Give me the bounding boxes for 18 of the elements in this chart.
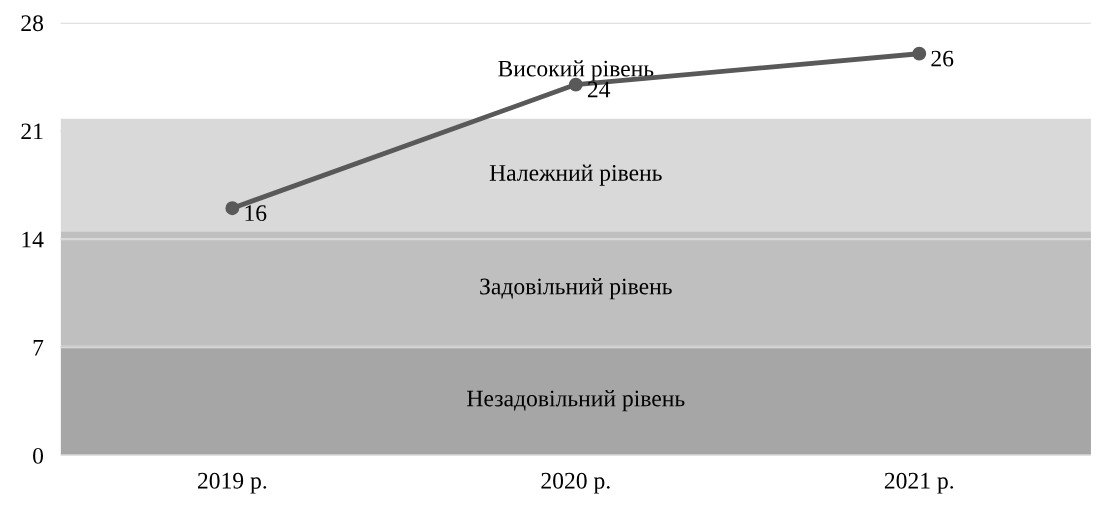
x-tick-label: 2019 р. [197, 472, 267, 494]
y-tick-label: 14 [22, 231, 44, 248]
point [568, 77, 583, 92]
y-tick-label: 21 [21, 123, 43, 140]
band-label: Задовільний рівень [480, 278, 672, 300]
data-label: 24 [587, 81, 611, 98]
data-label: 26 [931, 50, 954, 67]
data-label: 16 [245, 205, 267, 222]
band-label: Належний рівень [489, 164, 662, 186]
x-tick-label: 2020 р. [541, 472, 610, 494]
y-tick-label: 28 [21, 15, 44, 32]
band-label: Незадовільний рівень [467, 390, 685, 412]
x-tick-label: 2021 р. [884, 472, 954, 494]
point [912, 46, 927, 61]
band-label: Високий рівень [498, 60, 654, 82]
point [225, 201, 240, 216]
y-tick-label: 7 [33, 339, 44, 356]
y-tick-label: 0 [33, 447, 44, 464]
